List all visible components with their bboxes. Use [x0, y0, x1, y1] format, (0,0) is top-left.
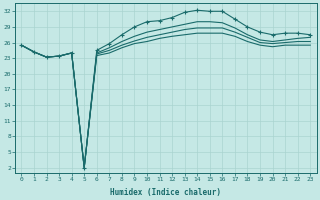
X-axis label: Humidex (Indice chaleur): Humidex (Indice chaleur) — [110, 188, 221, 197]
